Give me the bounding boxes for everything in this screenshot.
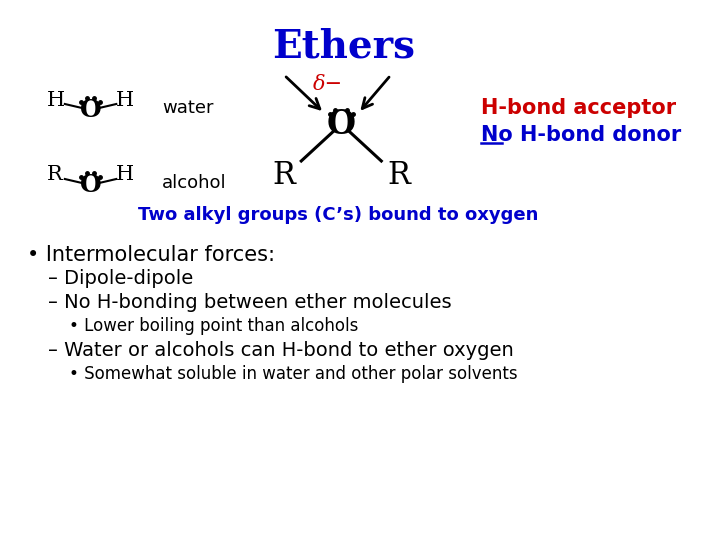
Text: O: O bbox=[80, 98, 102, 122]
Text: Ethers: Ethers bbox=[271, 28, 415, 66]
Text: – Water or alcohols can H-bond to ether oxygen: – Water or alcohols can H-bond to ether … bbox=[48, 341, 513, 360]
Text: • Intermolecular forces:: • Intermolecular forces: bbox=[27, 245, 275, 265]
Text: – Dipole-dipole: – Dipole-dipole bbox=[48, 269, 193, 288]
Text: alcohol: alcohol bbox=[162, 174, 227, 192]
Text: O: O bbox=[80, 173, 102, 197]
Text: • Lower boiling point than alcohols: • Lower boiling point than alcohols bbox=[68, 317, 358, 335]
Text: R: R bbox=[387, 159, 410, 191]
Text: • Somewhat soluble in water and other polar solvents: • Somewhat soluble in water and other po… bbox=[68, 365, 517, 383]
Text: O: O bbox=[327, 109, 356, 141]
Text: H: H bbox=[48, 91, 66, 110]
Text: R: R bbox=[47, 165, 62, 185]
Text: Two alkyl groups (C’s) bound to oxygen: Two alkyl groups (C’s) bound to oxygen bbox=[138, 206, 539, 224]
Text: water: water bbox=[162, 99, 214, 117]
Text: – No H-bonding between ether molecules: – No H-bonding between ether molecules bbox=[48, 293, 451, 312]
Text: H-bond acceptor: H-bond acceptor bbox=[482, 98, 677, 118]
Text: H: H bbox=[116, 165, 134, 185]
Text: δ−: δ− bbox=[313, 76, 343, 94]
Text: No H-bond donor: No H-bond donor bbox=[482, 125, 682, 145]
Text: H: H bbox=[116, 91, 134, 110]
Text: R: R bbox=[273, 159, 295, 191]
